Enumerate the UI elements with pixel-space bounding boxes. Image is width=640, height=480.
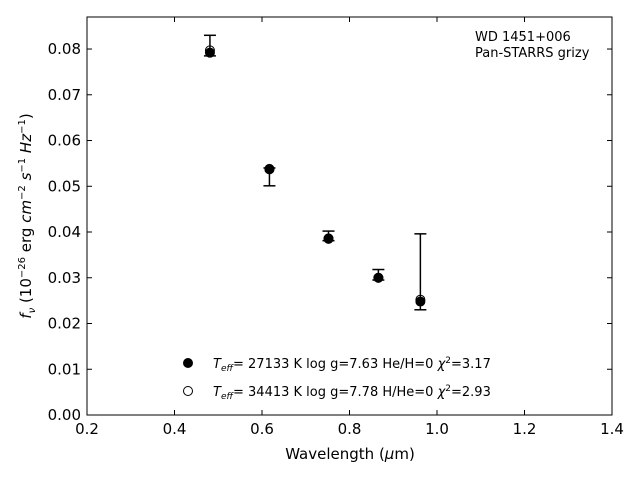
x-tick-label: 1.4	[600, 420, 624, 438]
axes	[86, 16, 613, 416]
x-tick-label: 1.0	[425, 420, 449, 438]
annotation-survey: Pan-STARRS grizy	[475, 46, 590, 61]
x-tick-label: 0.8	[338, 420, 362, 438]
y-tick-label: 0.06	[48, 132, 81, 150]
x-tick-label: 0.4	[163, 420, 187, 438]
legend-label-model-2: Teff= 34413 K log g=7.78 H/He=0 χ2=2.93	[213, 384, 491, 402]
plot-area	[203, 34, 427, 311]
y-tick-label: 0.02	[48, 315, 81, 333]
model-point-filled	[204, 47, 215, 58]
y-tick-label: 0.05	[48, 177, 81, 195]
annotation-object: WD 1451+006	[475, 30, 571, 45]
x-axis-label: Wavelength (μm)	[285, 445, 415, 463]
y-tick-label: 0.04	[48, 223, 81, 241]
ticks: 0.2 0.4 0.6 0.8 1.0 1.2 1.4 0.00 0.01 0.02 0.03 0.0…	[48, 17, 624, 438]
y-tick-label: 0.00	[48, 406, 81, 424]
y-axis-label: fν (10−26 erg cm−2 s−1 Hz−1)	[17, 113, 38, 318]
y-tick-label: 0.01	[48, 360, 81, 378]
x-tick-label: 1.2	[513, 420, 537, 438]
model-point-open	[373, 272, 384, 283]
model-point-open	[264, 164, 275, 175]
legend-marker-filled	[183, 358, 193, 368]
x-tick-label: 0.6	[250, 420, 274, 438]
model-point-open	[204, 45, 215, 56]
x-tick-label: 0.2	[75, 420, 99, 438]
legend-marker-open	[183, 386, 193, 396]
plot-frame	[86, 16, 613, 416]
model-point-open	[415, 294, 426, 305]
legend: Teff= 27133 K log g=7.63 He/H=0 χ2=3.17 …	[183, 356, 491, 402]
model-point-open	[323, 233, 334, 244]
legend-label-model-1: Teff= 27133 K log g=7.63 He/H=0 χ2=3.17	[213, 356, 491, 374]
y-tick-label: 0.03	[48, 269, 81, 287]
y-tick-label: 0.08	[48, 40, 81, 58]
y-tick-label: 0.07	[48, 86, 81, 104]
